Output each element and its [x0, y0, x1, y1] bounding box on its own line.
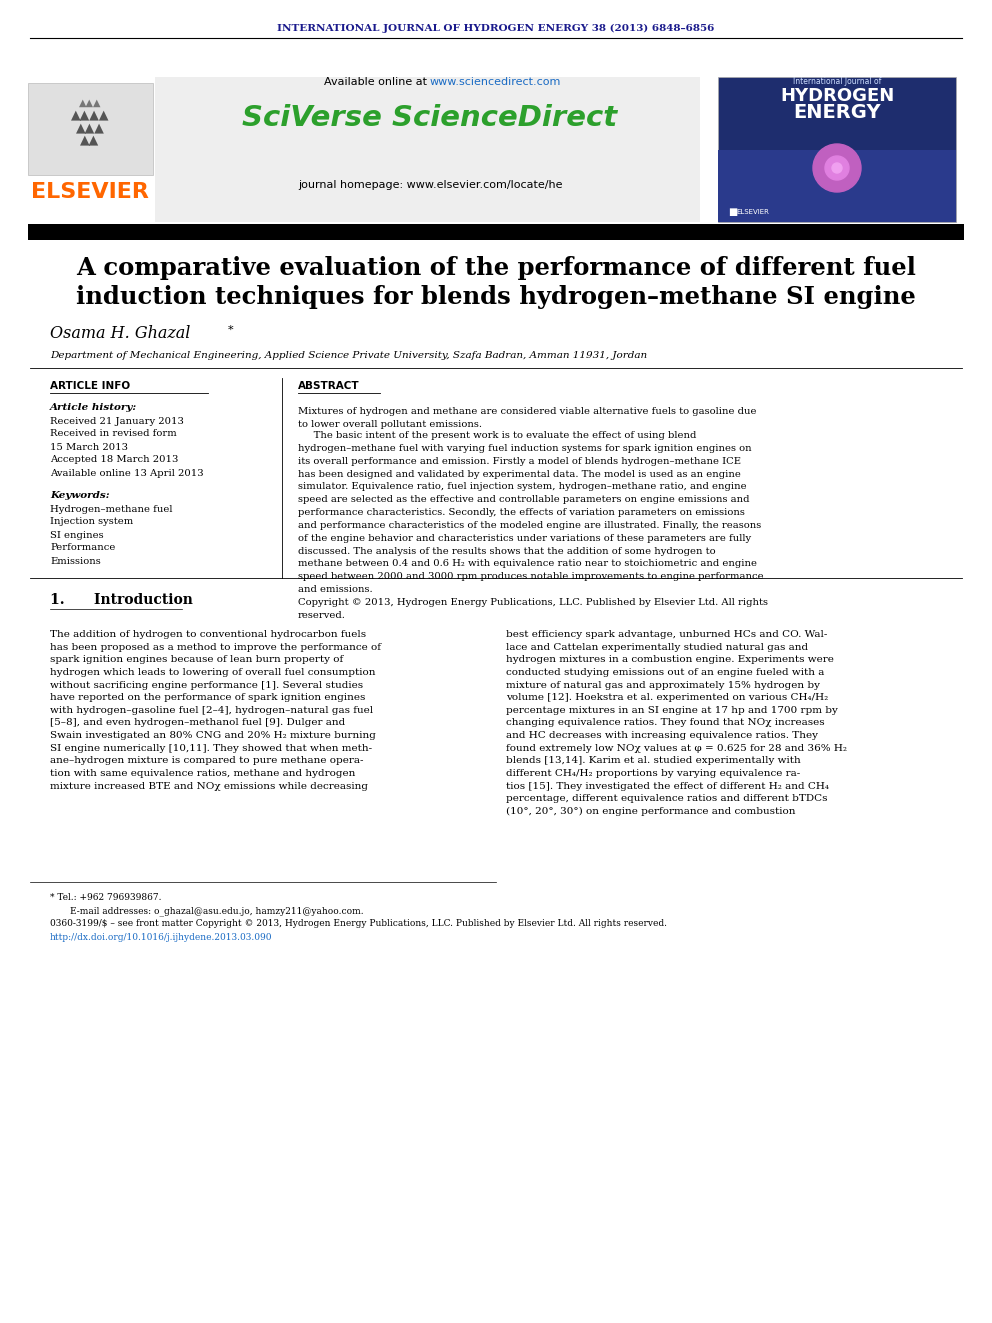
Text: Mixtures of hydrogen and methane are considered viable alternative fuels to gaso: Mixtures of hydrogen and methane are con…	[298, 407, 757, 429]
Bar	[28, 83, 153, 175]
Text: Performance: Performance	[50, 544, 115, 553]
Text: SciVerse ScienceDirect: SciVerse ScienceDirect	[242, 105, 618, 132]
Text: ▲▲▲: ▲▲▲	[78, 98, 101, 108]
Text: Injection system: Injection system	[50, 517, 133, 527]
Text: Article history:: Article history:	[50, 402, 137, 411]
Text: SI engines: SI engines	[50, 531, 103, 540]
Text: International Journal of: International Journal of	[793, 78, 881, 86]
Text: Department of Mechanical Engineering, Applied Science Private University, Szafa : Department of Mechanical Engineering, Ap…	[50, 352, 647, 360]
Text: Keywords:: Keywords:	[50, 491, 110, 500]
Text: http://dx.doi.org/10.1016/j.ijhydene.2013.03.090: http://dx.doi.org/10.1016/j.ijhydene.201…	[50, 933, 273, 942]
Text: * Tel.: +962 796939867.: * Tel.: +962 796939867.	[50, 893, 162, 902]
Text: 0360-3199/$ – see front matter Copyright © 2013, Hydrogen Energy Publications, L: 0360-3199/$ – see front matter Copyright…	[50, 919, 667, 929]
Text: Emissions: Emissions	[50, 557, 101, 565]
Text: www.sciencedirect.com: www.sciencedirect.com	[430, 77, 561, 87]
Text: Available online at: Available online at	[323, 77, 430, 87]
Text: journal homepage: www.elsevier.com/locate/he: journal homepage: www.elsevier.com/locat…	[298, 180, 562, 191]
Circle shape	[825, 156, 849, 180]
Text: ▲▲: ▲▲	[80, 134, 99, 147]
Text: Received 21 January 2013: Received 21 January 2013	[50, 417, 184, 426]
Text: best efficiency spark advantage, unburned HCs and CO. Wal-
lace and Cattelan exp: best efficiency spark advantage, unburne…	[506, 630, 847, 816]
Circle shape	[832, 163, 842, 173]
Bar	[155, 77, 700, 222]
Text: The addition of hydrogen to conventional hydrocarbon fuels
has been proposed as : The addition of hydrogen to conventional…	[50, 630, 381, 791]
Text: ▲▲▲▲: ▲▲▲▲	[70, 108, 109, 122]
Bar	[28, 224, 964, 239]
Text: Received in revised form: Received in revised form	[50, 430, 177, 438]
Text: 15 March 2013: 15 March 2013	[50, 442, 128, 451]
Text: ENERGY: ENERGY	[794, 102, 881, 122]
Text: Hydrogen–methane fuel: Hydrogen–methane fuel	[50, 504, 173, 513]
Text: ELSEVIER: ELSEVIER	[736, 209, 769, 216]
Text: ABSTRACT: ABSTRACT	[298, 381, 360, 392]
Text: Accepted 18 March 2013: Accepted 18 March 2013	[50, 455, 179, 464]
Text: Available online 13 April 2013: Available online 13 April 2013	[50, 468, 203, 478]
Text: ARTICLE INFO: ARTICLE INFO	[50, 381, 130, 392]
Bar	[718, 149, 956, 222]
Text: ▲▲▲: ▲▲▲	[75, 122, 104, 135]
Text: ELSEVIER: ELSEVIER	[31, 183, 149, 202]
Text: 1.      Introduction: 1. Introduction	[50, 593, 192, 607]
Text: A comparative evaluation of the performance of different fuel: A comparative evaluation of the performa…	[76, 255, 916, 280]
Circle shape	[813, 144, 861, 192]
Text: The basic intent of the present work is to evaluate the effect of using blend
hy: The basic intent of the present work is …	[298, 431, 768, 620]
Text: HYDROGEN: HYDROGEN	[780, 87, 894, 105]
Text: E-mail addresses: o_ghazal@asu.edu.jo, hamzy211@yahoo.com.: E-mail addresses: o_ghazal@asu.edu.jo, h…	[70, 906, 364, 916]
Bar	[718, 77, 956, 222]
Text: ■: ■	[728, 206, 737, 217]
Text: INTERNATIONAL JOURNAL OF HYDROGEN ENERGY 38 (2013) 6848–6856: INTERNATIONAL JOURNAL OF HYDROGEN ENERGY…	[278, 24, 714, 33]
Text: induction techniques for blends hydrogen–methane SI engine: induction techniques for blends hydrogen…	[76, 284, 916, 310]
Text: Osama H. Ghazal: Osama H. Ghazal	[50, 325, 190, 343]
Text: *: *	[228, 325, 234, 335]
